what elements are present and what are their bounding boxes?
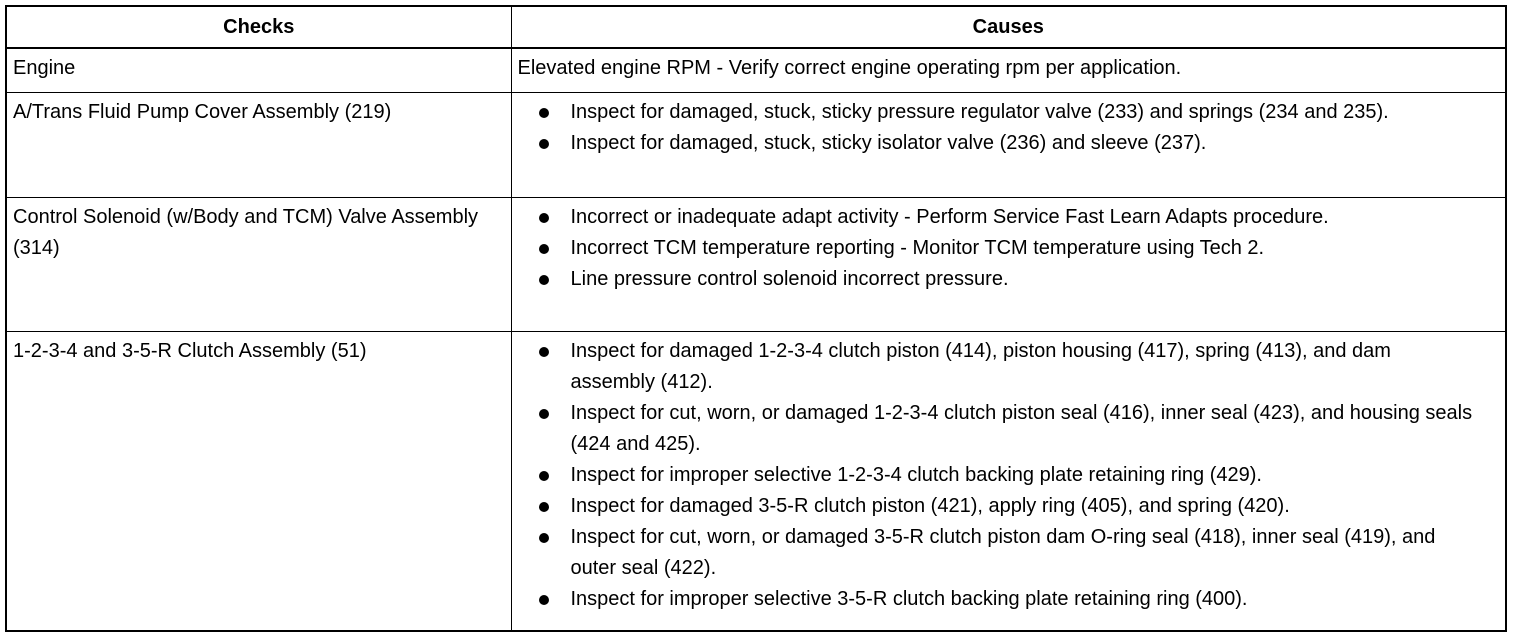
table-row: 1-2-3-4 and 3-5-R Clutch Assembly (51) In… xyxy=(5,330,1507,632)
check-cell: Engine xyxy=(5,47,512,93)
cause-text: Inspect for improper selective 3-5-R clu… xyxy=(570,587,1248,610)
cause-text: Inspect for improper selective 1-2-3-4 c… xyxy=(570,463,1262,486)
cause-item: Inspect for damaged, stuck, sticky isola… xyxy=(518,128,1500,159)
header-cell: Checks xyxy=(5,5,512,49)
header-cell: Causes xyxy=(510,5,1507,49)
bullet xyxy=(538,532,549,543)
cause-item: Incorrect or inadequate adapt activity -… xyxy=(518,202,1500,233)
cause-item: Inspect for improper selective 1-2-3-4 c… xyxy=(518,460,1500,491)
cause-item: Inspect for damaged 3-5-R clutch piston … xyxy=(518,491,1500,522)
cause-text: Inspect for damaged, stuck, sticky press… xyxy=(570,100,1389,123)
cause-text: Inspect for damaged 3-5-R clutch piston … xyxy=(570,494,1290,517)
cause-text: Incorrect or inadequate adapt activity -… xyxy=(570,205,1329,228)
cause-item: Inspect for damaged 1-2-3-4 clutch pisto… xyxy=(518,336,1500,398)
cause-cell: Elevated engine RPM - Verify correct eng… xyxy=(510,47,1507,93)
cause-list: Inspect for damaged 1-2-3-4 clutch pisto… xyxy=(518,336,1500,615)
bullet xyxy=(538,346,549,357)
bullet xyxy=(538,138,549,149)
cause-text: Elevated engine RPM - Verify correct eng… xyxy=(517,57,1182,79)
cause-cell: Inspect for damaged 1-2-3-4 clutch pisto… xyxy=(510,330,1507,632)
cause-item: Inspect for cut, worn, or damaged 1-2-3-… xyxy=(518,398,1500,460)
cause-item: Inspect for improper selective 3-5-R clu… xyxy=(518,584,1500,615)
cause-text: Incorrect TCM temperature reporting - Mo… xyxy=(570,236,1265,259)
cause-list: Inspect for damaged, stuck, sticky press… xyxy=(518,97,1500,159)
cause-item: Incorrect TCM temperature reporting - Mo… xyxy=(518,233,1500,264)
bullet xyxy=(538,594,549,605)
check-cell: 1-2-3-4 and 3-5-R Clutch Assembly (51) xyxy=(5,330,512,632)
cause-text: Inspect for damaged 1-2-3-4 clutch pisto… xyxy=(570,339,1391,393)
bullet xyxy=(538,408,549,419)
bullet xyxy=(538,274,549,285)
cause-item: Line pressure control solenoid incorrect… xyxy=(518,264,1500,295)
bullet xyxy=(538,501,549,512)
cause-text: Line pressure control solenoid incorrect… xyxy=(570,267,1009,290)
table-row: A/Trans Fluid Pump Cover Assembly (219) I… xyxy=(5,91,1507,198)
header-row: Checks Causes xyxy=(5,5,1507,49)
bullet xyxy=(538,212,549,223)
table-body: Engine Elevated engine RPM - Verify corre… xyxy=(5,47,1507,632)
bullet xyxy=(538,107,549,118)
check-cell: Control Solenoid (w/Body and TCM) Valve … xyxy=(5,196,512,332)
table-row: Engine Elevated engine RPM - Verify corre… xyxy=(5,47,1507,93)
cause-item: Inspect for damaged, stuck, sticky press… xyxy=(518,97,1500,128)
cause-text: Inspect for cut, worn, or damaged 1-2-3-… xyxy=(570,401,1473,455)
cause-cell: Incorrect or inadequate adapt activity -… xyxy=(510,196,1507,332)
checks-table: Checks Causes Engine Elevated engine RPM … xyxy=(5,5,1507,632)
cause-item: Inspect for cut, worn, or damaged 3-5-R … xyxy=(518,522,1500,584)
table-row: Control Solenoid (w/Body and TCM) Valve … xyxy=(5,196,1507,332)
cause-text: Inspect for cut, worn, or damaged 3-5-R … xyxy=(570,525,1436,579)
cause-text: Inspect for damaged, stuck, sticky isola… xyxy=(570,131,1207,154)
bullet xyxy=(538,470,549,481)
cause-cell: Inspect for damaged, stuck, sticky press… xyxy=(510,91,1507,198)
check-cell: A/Trans Fluid Pump Cover Assembly (219) xyxy=(5,91,512,198)
bullet xyxy=(538,243,549,254)
cause-list: Incorrect or inadequate adapt activity -… xyxy=(518,202,1500,295)
